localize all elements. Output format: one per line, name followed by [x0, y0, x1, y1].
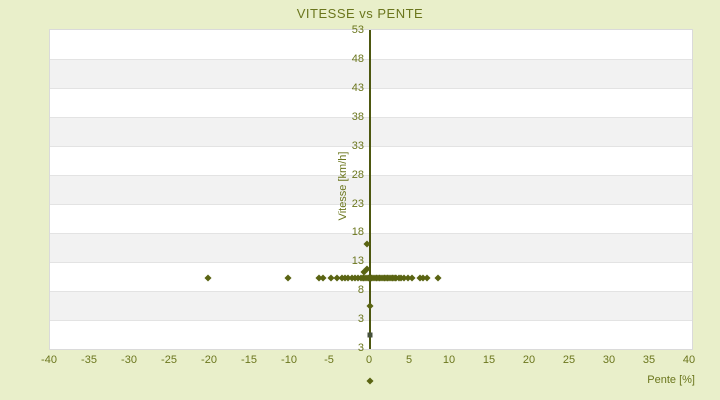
grid-band: [50, 117, 692, 146]
x-tick-label: 0: [365, 354, 373, 366]
chart-title: VITESSE vs PENTE: [296, 6, 424, 21]
grid-band: [50, 30, 692, 59]
grid-band: [50, 175, 692, 204]
x-tick-label: -25: [161, 354, 177, 366]
y-tick-label: 3: [357, 342, 364, 354]
x-tick-label: 30: [602, 354, 616, 366]
y-tick-label: 53: [351, 24, 364, 37]
grid-band: [50, 204, 692, 233]
x-tick-label: -30: [121, 354, 137, 366]
y-tick-label: 33: [351, 139, 364, 152]
y-tick-label: 8: [357, 284, 364, 297]
y-tick-label: 48: [351, 53, 364, 65]
x-tick-label: -10: [281, 354, 297, 366]
y-tick-label: 38: [351, 110, 364, 123]
grid-band: [50, 88, 692, 117]
y-tick-label: 23: [351, 197, 364, 210]
y-axis-line: [369, 30, 371, 349]
y-tick-label: 18: [351, 226, 364, 239]
x-tick-label: 35: [642, 354, 656, 366]
y-tick-label: 13: [351, 255, 364, 268]
y-tick-label: 3: [357, 313, 364, 326]
x-tick-label: 40: [682, 354, 696, 366]
x-tick-label: -40: [41, 354, 57, 366]
x-tick-label: 10: [442, 354, 456, 366]
x-tick-label: -35: [81, 354, 97, 366]
plot-area: [49, 29, 693, 350]
grid-band: [50, 146, 692, 175]
grid-band: [50, 59, 692, 88]
below-axis-marker: [366, 377, 374, 385]
x-tick-label: -15: [241, 354, 257, 366]
x-tick-label: 25: [562, 354, 576, 366]
y-axis-title: Vitesse [km/h]: [337, 151, 349, 221]
x-axis-title: Pente [%]: [647, 374, 695, 386]
x-tick-label: 20: [522, 354, 536, 366]
x-tick-label: -20: [201, 354, 217, 366]
y-tick-label: 43: [351, 81, 364, 94]
grid-band: [50, 233, 692, 262]
y-tick-label: 28: [351, 168, 364, 181]
x-tick-label: 5: [405, 354, 413, 366]
x-tick-label: 15: [482, 354, 496, 366]
data-point-square: [367, 332, 373, 338]
x-tick-label: -5: [324, 354, 334, 366]
